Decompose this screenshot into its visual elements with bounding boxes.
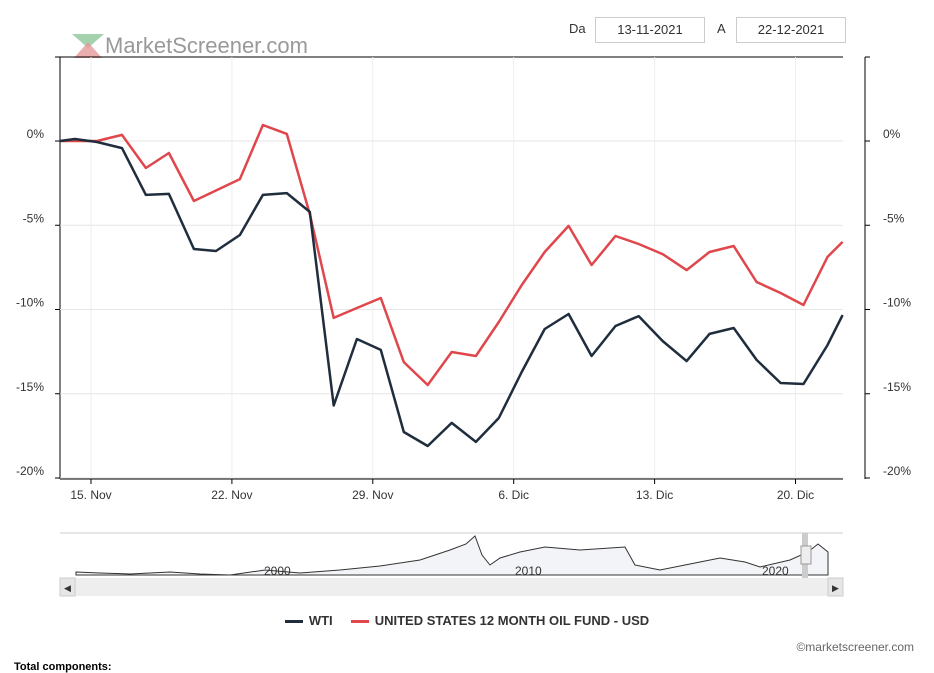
y-tick-label-right: -15% [883, 380, 911, 394]
y-tick-label-right: -10% [883, 296, 911, 310]
navigator[interactable]: 2000 2010 2020 ◀ ▶ [0, 530, 934, 600]
x-tick-label: 13. Dic [636, 488, 673, 502]
navigator-label: 2000 [264, 564, 291, 578]
y-tick-label: -5% [23, 211, 45, 225]
x-tick-label: 22. Nov [211, 488, 252, 502]
y-tick-label: -10% [16, 296, 44, 310]
x-tick-label: 15. Nov [70, 488, 111, 502]
x-tick-label: 20. Dic [777, 488, 814, 502]
series-line-uso [60, 123, 844, 387]
x-tick-label: 6. Dic [498, 488, 529, 502]
y-tick-label-right: 0% [883, 127, 901, 141]
to-label: A [717, 21, 726, 36]
copyright: ©marketscreener.com [796, 640, 914, 654]
series-line-wti [59, 137, 844, 448]
arrow-left-icon: ◀ [64, 583, 71, 593]
y-tick-label: -20% [16, 464, 44, 478]
main-chart: 0% 0% -5% -5% -10% -10% -15% -15% -20% -20% 15. No… [16, 56, 911, 502]
y-tick-label: 0% [27, 127, 45, 141]
legend-item-wti[interactable]: WTI [284, 613, 333, 628]
footer-text: Total components: [14, 661, 112, 673]
legend-label: WTI [308, 613, 333, 628]
arrow-right-icon: ▶ [832, 583, 839, 593]
y-tick-label: -15% [16, 380, 44, 394]
scroll-left-button[interactable] [59, 577, 76, 597]
y-tick-label-right: -5% [883, 211, 905, 225]
navigator-handle[interactable] [800, 545, 812, 565]
to-date-input[interactable]: 22-12-2021 [736, 17, 846, 43]
x-tick-label: 29. Nov [352, 488, 393, 502]
legend-label: UNITED STATES 12 MONTH OIL FUND - USD [374, 613, 650, 628]
navigator-label: 2020 [762, 564, 789, 578]
logo-text: MarketScreener.com [105, 33, 308, 58]
legend: WTI UNITED STATES 12 MONTH OIL FUND - US… [0, 613, 934, 628]
y-tick-label-right: -20% [883, 464, 911, 478]
scroll-right-button[interactable] [827, 577, 844, 597]
logo-icon [72, 34, 104, 58]
from-label: Da [569, 21, 586, 36]
navigator-scrollbar[interactable] [60, 578, 843, 596]
navigator-label: 2010 [515, 564, 542, 578]
legend-item-uso[interactable]: UNITED STATES 12 MONTH OIL FUND - USD [350, 613, 650, 628]
from-date-input[interactable]: 13-11-2021 [595, 17, 705, 43]
navigator-series [75, 535, 829, 576]
